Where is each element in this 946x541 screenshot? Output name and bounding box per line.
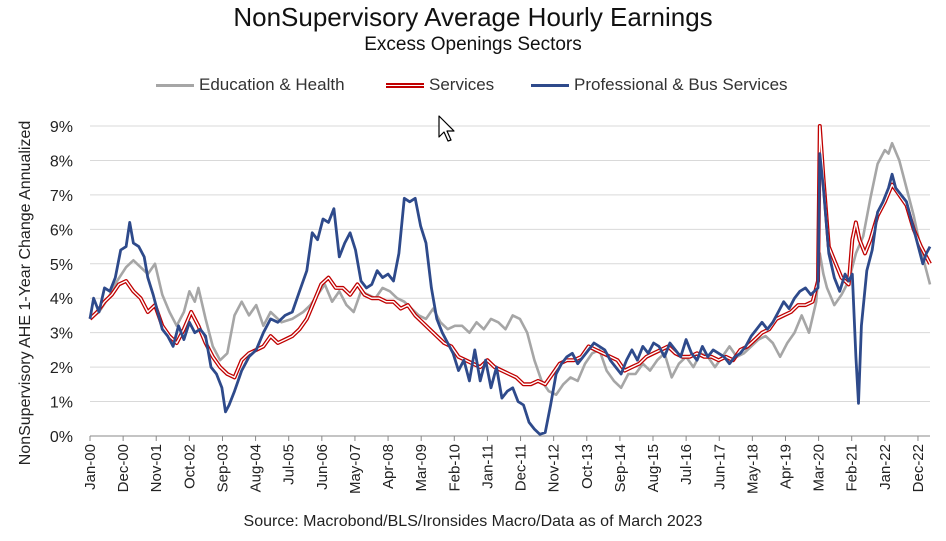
legend-item-services: Services	[386, 74, 494, 96]
legend-swatch-professional-bus-services	[531, 83, 569, 87]
legend-swatch-services	[386, 82, 424, 88]
x-tick-label: Mar-09	[413, 444, 430, 492]
y-tick-label: 0%	[50, 429, 73, 446]
x-tick-label: Apr-08	[380, 444, 397, 489]
mouse-pointer-icon	[438, 115, 455, 142]
x-tick-labels: Jan-00 Dec-00 Nov-01 Oct-02 Sep-03 Aug-04 Jul-…	[82, 436, 927, 494]
series-line-professional-bus-services	[88, 152, 932, 436]
series-line-services	[88, 124, 932, 387]
y-tick-label: 5%	[50, 257, 73, 274]
series-lines	[88, 124, 932, 436]
x-tick-label: Dec-22	[910, 444, 927, 492]
x-tick-label: Apr-19	[777, 444, 794, 489]
legend-item-education-health: Education & Health	[156, 74, 345, 96]
x-tick-label: Feb-21	[844, 444, 861, 492]
x-tick-label: Aug-15	[645, 444, 662, 492]
y-tick-label: 1%	[50, 395, 73, 412]
x-tick-label: Feb-10	[446, 444, 463, 492]
x-tick-label: Jan-11	[479, 444, 496, 489]
x-tick-label: Jun-06	[314, 444, 331, 490]
chart-source: Source: Macrobond/BLS/Ironsides Macro/Da…	[243, 513, 703, 530]
x-tick-label: Dec-00	[115, 444, 132, 492]
x-tick-label: Jan-22	[877, 444, 894, 490]
y-axis-label: NonSupervisory AHE 1-Year Change Annuali…	[17, 121, 34, 466]
x-tick-label: Nov-12	[546, 444, 563, 492]
y-tick-label: 2%	[50, 360, 73, 377]
legend: Education & Health Services Professional…	[0, 74, 946, 98]
y-tick-label: 7%	[50, 188, 73, 205]
y-tick-labels: 0% 1% 2% 3% 4% 5% 6% 7% 8% 9%	[50, 119, 73, 446]
x-tick-label: Jun-17	[711, 444, 728, 490]
legend-item-professional-bus-services: Professional & Bus Services	[531, 74, 788, 96]
chart-subtitle: Excess Openings Sectors	[364, 34, 582, 55]
y-tick-label: 9%	[50, 119, 73, 136]
x-tick-label: Jul-05	[281, 444, 298, 485]
series-line-education-health	[89, 141, 932, 396]
x-tick-label: Jul-16	[678, 444, 695, 485]
x-tick-label: Nov-01	[148, 444, 165, 492]
legend-label-services: Services	[429, 75, 495, 94]
x-tick-label: Aug-04	[248, 444, 265, 492]
y-tick-label: 4%	[50, 291, 73, 308]
x-tick-label: Dec-11	[513, 444, 530, 491]
x-tick-label: Oct-02	[181, 444, 198, 489]
y-tick-label: 3%	[50, 326, 73, 343]
legend-label-education-health: Education & Health	[199, 75, 345, 94]
chart-title: NonSupervisory Average Hourly Earnings	[233, 2, 713, 32]
x-tick-label: Oct-13	[579, 444, 596, 489]
y-tick-label: 8%	[50, 153, 73, 170]
legend-swatch-education-health	[156, 83, 194, 87]
x-tick-label: Sep-14	[612, 444, 629, 492]
x-tick-label: May-18	[744, 444, 761, 494]
series-line-services-inner	[89, 125, 931, 385]
x-tick-label: Jan-00	[82, 444, 99, 490]
legend-label-professional-bus-services: Professional & Bus Services	[574, 75, 788, 94]
x-tick-label: May-07	[347, 444, 364, 494]
y-tick-label: 6%	[50, 222, 73, 239]
x-tick-label: Sep-03	[214, 444, 231, 492]
x-tick-label: Mar-20	[811, 444, 828, 492]
